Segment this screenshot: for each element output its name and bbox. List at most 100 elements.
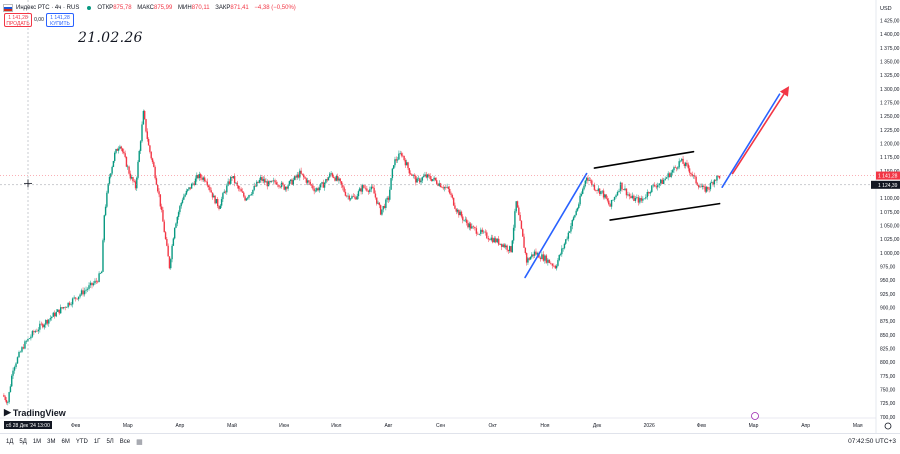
trend-line[interactable]	[524, 172, 588, 279]
candle-body	[89, 282, 92, 286]
sell-button[interactable]: 1 141,28 ПРОДАТЬ	[4, 13, 32, 27]
candle-body	[557, 260, 559, 266]
candle-body	[698, 185, 700, 188]
candle-body	[71, 298, 74, 305]
candle-body	[220, 199, 223, 206]
symbol-label[interactable]: Индекс РТС · 4ч · RUS	[16, 5, 80, 11]
timeframe-1y-button[interactable]: 1Г	[93, 439, 101, 445]
candle-body	[364, 187, 367, 189]
candle-body	[465, 219, 468, 223]
candle-body	[486, 232, 488, 239]
timeframe-1d-button[interactable]: 1Д	[6, 439, 14, 445]
candle-body	[252, 189, 254, 194]
timeframe-ytd-button[interactable]: YTD	[75, 439, 88, 445]
candle-body	[299, 170, 301, 178]
candle-body	[426, 174, 429, 178]
candle-body	[334, 177, 336, 181]
candle-body	[304, 177, 306, 179]
candle-body	[236, 182, 238, 186]
candle-body	[652, 184, 654, 186]
timeframe-6m-button[interactable]: 6М	[61, 439, 70, 445]
clock[interactable]: 07:42:50 UTC+3	[848, 438, 896, 445]
candle-body	[475, 228, 478, 234]
candle-body	[651, 185, 653, 193]
candle-body	[153, 162, 155, 168]
settings-gear-icon[interactable]	[884, 422, 892, 430]
candle-body	[610, 199, 613, 207]
candle-body	[400, 153, 403, 156]
candle-body	[267, 181, 270, 187]
candle-body	[621, 182, 623, 190]
candle-body	[469, 223, 472, 229]
candle-body	[103, 215, 105, 241]
candle-body	[338, 178, 340, 181]
candle-body	[525, 252, 528, 263]
candle-body	[579, 195, 581, 205]
x-tick-label: 2026	[644, 423, 655, 429]
tradingview-logo[interactable]: ▶ TradingView	[4, 407, 66, 418]
candle-body	[703, 185, 705, 187]
candle-body	[433, 177, 435, 180]
candle-body	[115, 149, 117, 153]
spread-value: 0,00	[34, 17, 44, 23]
timeframe-all-button[interactable]: Все	[119, 439, 131, 445]
candle-body	[3, 395, 5, 397]
candle-body	[237, 185, 240, 189]
candle-body	[686, 162, 688, 165]
candle-body	[490, 237, 492, 241]
candle-body	[112, 160, 115, 167]
ohlc-close-key: ЗАКР	[215, 5, 231, 11]
candle-body	[612, 199, 614, 201]
candle-body	[240, 189, 242, 192]
candle-body	[481, 229, 484, 233]
tradingview-logo-icon: ▶	[4, 407, 11, 417]
event-marker-icon[interactable]	[751, 412, 759, 420]
y-tick-label: 1 100,00	[880, 196, 900, 202]
price-axis-panel[interactable]	[876, 0, 900, 433]
candle-body	[398, 153, 400, 160]
candle-body	[111, 166, 113, 174]
candle-body	[283, 184, 285, 190]
candle-body	[452, 197, 455, 206]
candle-body	[463, 220, 465, 221]
candle-body	[102, 240, 104, 272]
candle-body	[591, 180, 593, 186]
candle-body	[566, 238, 568, 240]
candle-body	[22, 347, 25, 349]
ohlc-high-value: 875,99	[154, 5, 173, 11]
calendar-range-icon[interactable]: ▦	[136, 439, 143, 446]
x-tick-label: Дек	[593, 423, 602, 429]
candle-body	[322, 182, 324, 188]
timeframe-3m-button[interactable]: 3М	[47, 439, 56, 445]
y-tick-label: 900,00	[880, 306, 896, 312]
candle-body	[51, 316, 53, 319]
timeframe-5d-button[interactable]: 5Д	[19, 439, 27, 445]
buy-button[interactable]: 1 141,28 КУПИТЬ	[46, 13, 74, 27]
candle-body	[492, 237, 494, 243]
channel-upper-line[interactable]	[593, 150, 695, 169]
candle-body	[386, 197, 388, 200]
trend-line[interactable]	[721, 93, 781, 189]
candle-body	[278, 185, 280, 187]
channel-lower-line[interactable]	[609, 202, 721, 221]
candle-body	[325, 179, 327, 183]
timeframe-5y-button[interactable]: 5Л	[106, 439, 114, 445]
last-price-tag[interactable]	[876, 171, 900, 180]
candle-body	[183, 196, 185, 200]
timeframe-1m-button[interactable]: 1М	[32, 439, 42, 445]
candle-body	[658, 183, 660, 186]
projection-arrow[interactable]	[731, 86, 790, 175]
crosshair-price-tag[interactable]	[871, 180, 900, 189]
candle-body	[363, 185, 365, 188]
candle-body	[499, 243, 501, 245]
candle-body	[671, 170, 674, 173]
crosshair-date-tag[interactable]	[4, 421, 52, 429]
candle-body	[528, 258, 530, 260]
candle-body	[684, 162, 687, 167]
candle-body	[351, 196, 353, 199]
candle-body	[327, 177, 330, 181]
candle-body	[293, 176, 296, 180]
y-tick-label: 1 200,00	[880, 141, 900, 147]
